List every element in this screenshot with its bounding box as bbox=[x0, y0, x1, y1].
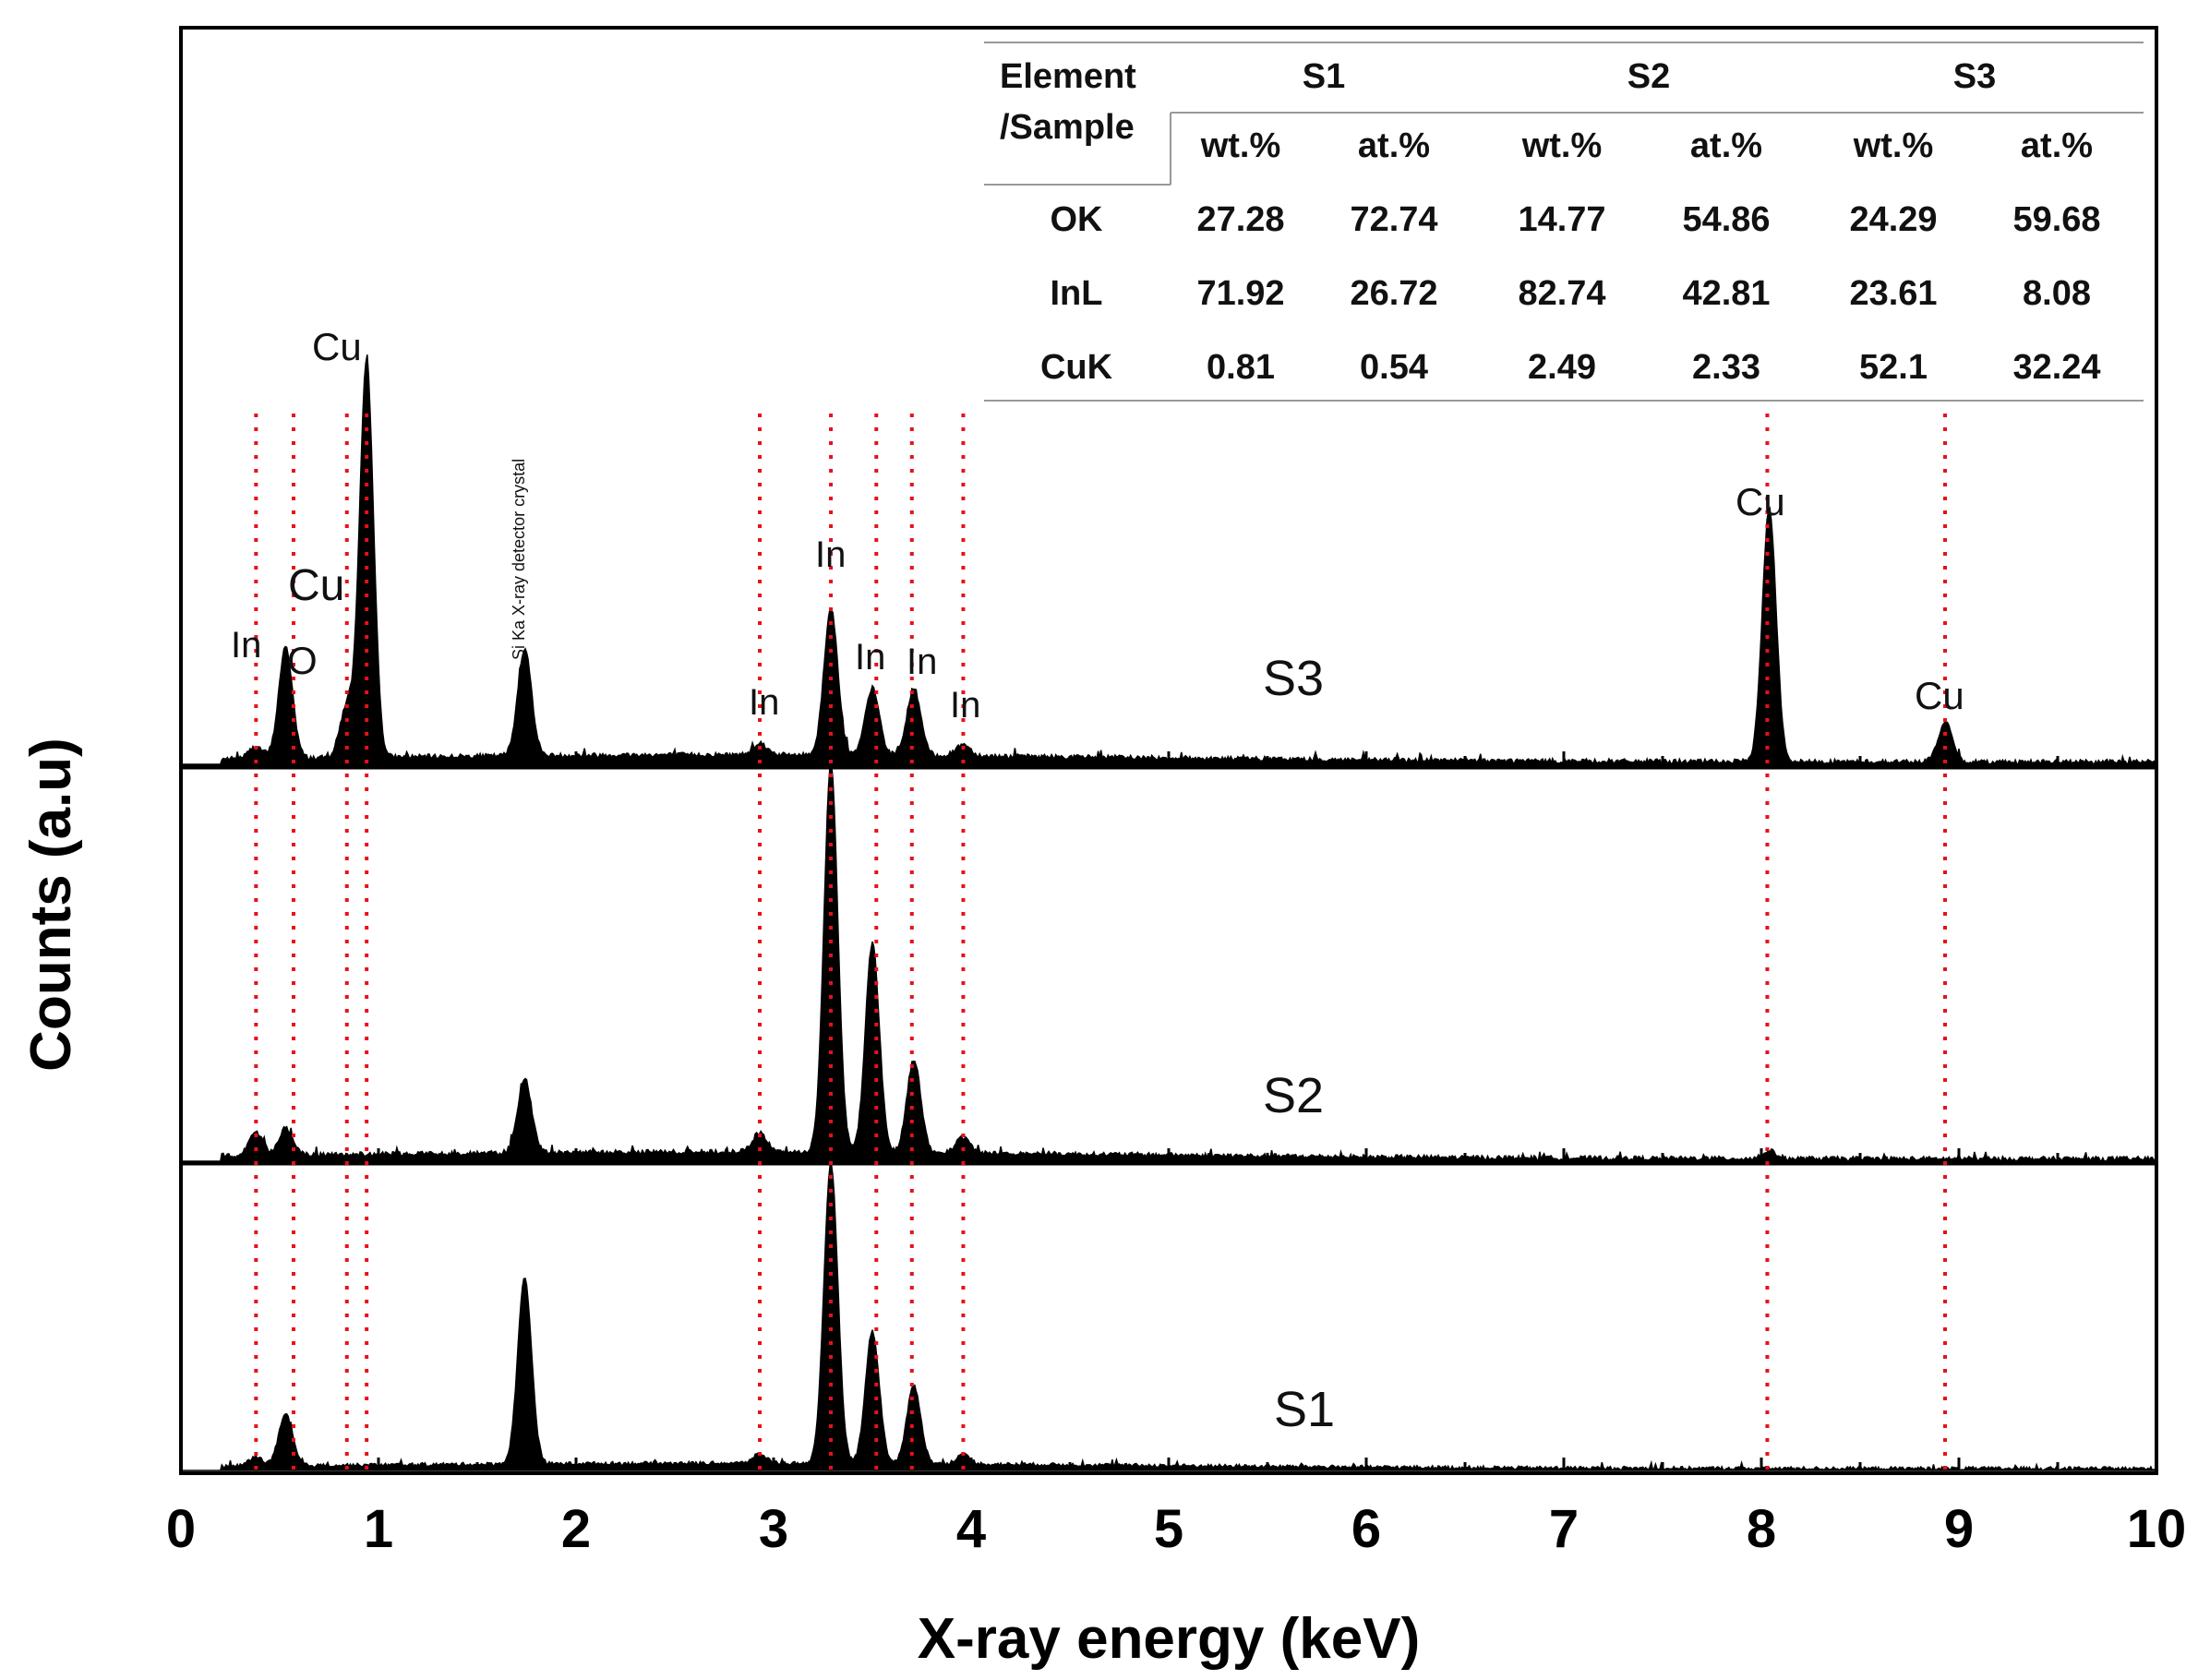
table-header-element: Element bbox=[1000, 57, 1136, 96]
spectra-layer bbox=[179, 354, 2158, 1472]
table-subheader: at.% bbox=[1358, 126, 1430, 165]
x-tick-label: 1 bbox=[364, 1499, 393, 1559]
table-cell: 8.08 bbox=[2023, 274, 2091, 313]
table-cell: 2.49 bbox=[1528, 348, 1596, 387]
table-cell: 54.86 bbox=[1682, 200, 1770, 239]
spectrum-s3 bbox=[181, 354, 2157, 766]
table-subheader: at.% bbox=[1690, 126, 1762, 165]
peak-label-in-0: In bbox=[231, 625, 261, 666]
table-row-label: CuK bbox=[1040, 348, 1113, 387]
x-tick-label: 8 bbox=[1747, 1499, 1776, 1559]
table-row-label: OK bbox=[1051, 200, 1104, 239]
table-header-sample: /Sample bbox=[1000, 108, 1135, 147]
peak-label-si-detector: Si Ka X-ray detector crystal bbox=[510, 459, 528, 660]
table-sample-s2: S2 bbox=[1627, 57, 1670, 96]
peak-label-in-293: In bbox=[749, 682, 779, 723]
sample-label-s3: S3 bbox=[1263, 651, 1324, 706]
table-cell: 26.72 bbox=[1350, 274, 1437, 313]
sample-label-s2: S2 bbox=[1263, 1068, 1324, 1123]
peak-label-cu-k-alpha: Cu bbox=[1736, 480, 1785, 523]
table-cell: 23.61 bbox=[1849, 274, 1937, 313]
reference-lines bbox=[254, 414, 1948, 1471]
plot-frame bbox=[179, 26, 2158, 1475]
table-subheader: at.% bbox=[2021, 126, 2093, 165]
table-cell: 82.74 bbox=[1518, 274, 1605, 313]
y-axis-title: Counts (a.u) bbox=[19, 738, 83, 1072]
peak-label-in-396: In bbox=[950, 685, 980, 726]
sample-label-s1: S1 bbox=[1274, 1382, 1335, 1437]
table-sample-s1: S1 bbox=[1303, 57, 1345, 96]
x-tick-label: 5 bbox=[1154, 1499, 1183, 1559]
peak-label-o: O bbox=[287, 639, 318, 682]
peak-labels: In O Cu Cu Si Ka X-ray detector crystal … bbox=[231, 325, 1964, 726]
x-tick-label: 7 bbox=[1549, 1499, 1579, 1559]
table-subheader: wt.% bbox=[1853, 126, 1934, 165]
table-cell: 59.68 bbox=[2012, 200, 2100, 239]
peak-label-in-350: In bbox=[855, 637, 885, 678]
x-tick-label: 3 bbox=[759, 1499, 788, 1559]
table-cell: 52.1 bbox=[1859, 348, 1928, 387]
table-subheader: wt.% bbox=[1200, 126, 1281, 165]
peak-label-in-371: In bbox=[907, 642, 937, 682]
x-tick-label: 10 bbox=[2127, 1499, 2187, 1559]
table-cell: 72.74 bbox=[1350, 200, 1437, 239]
peak-label-in-329: In bbox=[815, 534, 846, 575]
table-cell: 27.28 bbox=[1196, 200, 1284, 239]
table-cell: 14.77 bbox=[1518, 200, 1605, 239]
table-cell: 0.54 bbox=[1360, 348, 1428, 387]
table-cell: 0.81 bbox=[1207, 348, 1275, 387]
table-cell: 24.29 bbox=[1849, 200, 1937, 239]
table-sample-s3: S3 bbox=[1953, 57, 1996, 96]
table-cell: 71.92 bbox=[1196, 274, 1284, 313]
x-axis-ticks: 0 1 2 3 4 5 6 7 8 9 10 bbox=[166, 1499, 2186, 1559]
x-tick-label: 2 bbox=[561, 1499, 591, 1559]
peak-label-cu-k-beta: Cu bbox=[1915, 674, 1964, 717]
table-cell: 42.81 bbox=[1682, 274, 1770, 313]
table-row-label: InL bbox=[1051, 274, 1103, 313]
spectrum-s2 bbox=[181, 762, 2157, 1164]
x-tick-label: 0 bbox=[166, 1499, 196, 1559]
x-tick-label: 6 bbox=[1351, 1499, 1381, 1559]
peak-label-cu-l-small: Cu bbox=[288, 561, 344, 610]
composition-table: Element /Sample S1 S2 S3 wt.% at.% wt.% … bbox=[984, 42, 2144, 402]
table-cell: 2.33 bbox=[1692, 348, 1760, 387]
peak-label-cu-l-top: Cu bbox=[312, 325, 362, 368]
x-tick-label: 4 bbox=[956, 1499, 986, 1559]
table-cell: 32.24 bbox=[2012, 348, 2100, 387]
table-subheader: wt.% bbox=[1521, 126, 1603, 165]
x-tick-label: 9 bbox=[1944, 1499, 1974, 1559]
spectrum-s1 bbox=[181, 1163, 2157, 1472]
x-axis-title: X-ray energy (keV) bbox=[918, 1607, 1420, 1671]
